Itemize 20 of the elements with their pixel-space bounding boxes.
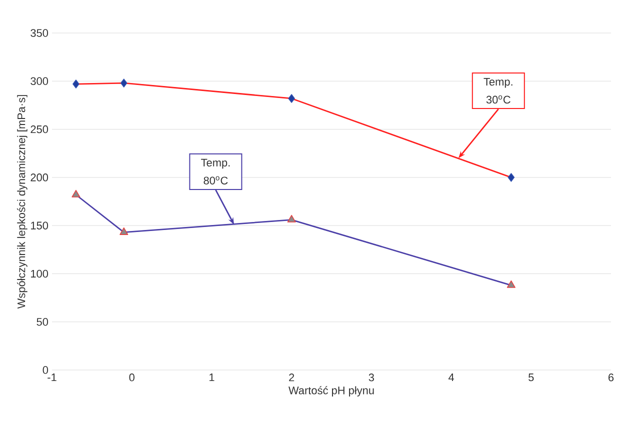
x-tick-label: 0: [129, 374, 134, 382]
y-tick-label: 0: [42, 366, 48, 374]
y-tick-label: 100: [31, 270, 48, 278]
x-tick-label: 5: [528, 374, 534, 382]
annotation: Temp. 80$^{o}$C: [201, 158, 230, 184]
y-tick-label: 50: [36, 318, 48, 326]
y-tick-label: 150: [31, 222, 48, 230]
y-tick-label: 250: [30, 125, 48, 134]
annotation: Temp. 30$^{o}$C: [484, 78, 512, 104]
x-tick-label: 1: [209, 374, 214, 382]
y-tick-label: 350: [30, 29, 48, 37]
y-tick-label: 300: [30, 77, 48, 86]
x-axis-title: Wartość pH płynu: [288, 386, 374, 396]
x-tick-label: 2: [289, 374, 294, 382]
x-tick-label: 6: [608, 374, 614, 382]
x-tick-label: 4: [448, 374, 454, 382]
y-axis-title: Współczynnik lepkości dynamicznej [mPa·s]: [17, 95, 28, 309]
y-tick-label: 200: [30, 174, 48, 182]
x-tick-label: -1: [48, 374, 56, 382]
x-tick-label: 3: [368, 374, 374, 382]
